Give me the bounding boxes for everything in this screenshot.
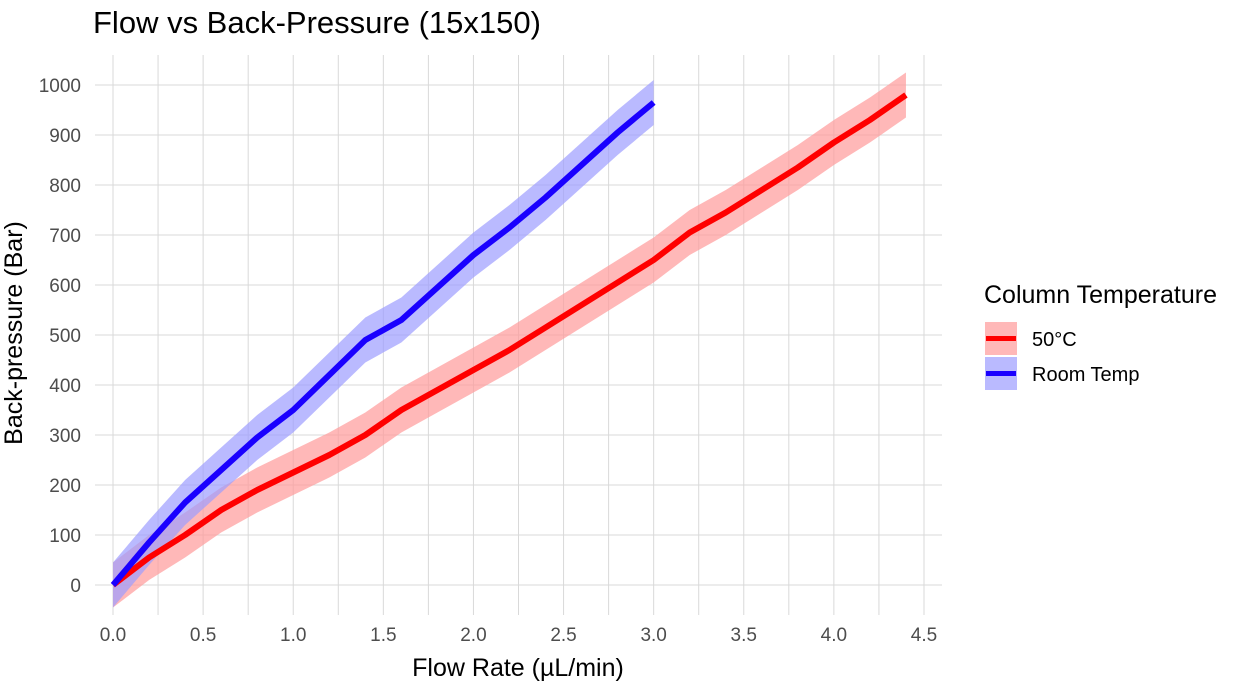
legend-items: 50°C Room Temp xyxy=(985,322,1139,390)
x-tick-label: 4.0 xyxy=(821,625,847,646)
x-tick-label: 3.0 xyxy=(640,625,666,646)
chart-title: Flow vs Back-Pressure (15x150) xyxy=(93,5,541,40)
x-tick-label: 3.5 xyxy=(731,625,757,646)
y-axis-title: Back-pressure (Bar) xyxy=(0,221,28,445)
y-tick-label: 200 xyxy=(49,476,81,497)
legend-title: Column Temperature xyxy=(984,281,1217,309)
y-tick-label: 700 xyxy=(49,226,81,247)
y-tick-label: 100 xyxy=(49,526,81,547)
line-layer xyxy=(110,92,908,588)
legend-label: 50°C xyxy=(1032,329,1077,351)
x-tick-label: 2.5 xyxy=(550,625,576,646)
x-tick-label: 0.5 xyxy=(190,625,216,646)
y-tick-label: 300 xyxy=(49,426,81,447)
x-tick-label: 0.0 xyxy=(100,625,126,646)
series-line xyxy=(111,92,908,588)
x-axis-title: Flow Rate (µL/min) xyxy=(412,654,624,682)
x-tick-label: 2.0 xyxy=(460,625,486,646)
legend: Column Temperature 50°C Room Temp xyxy=(984,281,1217,390)
series-line xyxy=(110,100,656,587)
legend-item: 50°C xyxy=(985,322,1077,355)
ribbon-layer xyxy=(113,72,906,608)
y-axis-ticks: 0 100 200 300 400 500 600 700 800 900 1000 xyxy=(39,76,81,597)
y-tick-label: 400 xyxy=(49,376,81,397)
y-tick-label: 1000 xyxy=(39,76,81,97)
x-tick-label: 1.0 xyxy=(280,625,306,646)
y-tick-label: 600 xyxy=(49,276,81,297)
confidence-ribbon xyxy=(113,72,906,608)
y-tick-label: 800 xyxy=(49,176,81,197)
legend-item: Room Temp xyxy=(985,357,1139,390)
x-tick-label: 4.5 xyxy=(911,625,937,646)
y-tick-label: 0 xyxy=(70,576,81,597)
x-tick-label: 1.5 xyxy=(370,625,396,646)
confidence-ribbon xyxy=(113,80,654,608)
y-tick-label: 500 xyxy=(49,326,81,347)
y-tick-label: 900 xyxy=(49,126,81,147)
legend-label: Room Temp xyxy=(1032,364,1139,386)
x-axis-ticks: 0.0 0.5 1.0 1.5 2.0 2.5 3.0 3.5 4.0 4.5 xyxy=(100,625,937,646)
